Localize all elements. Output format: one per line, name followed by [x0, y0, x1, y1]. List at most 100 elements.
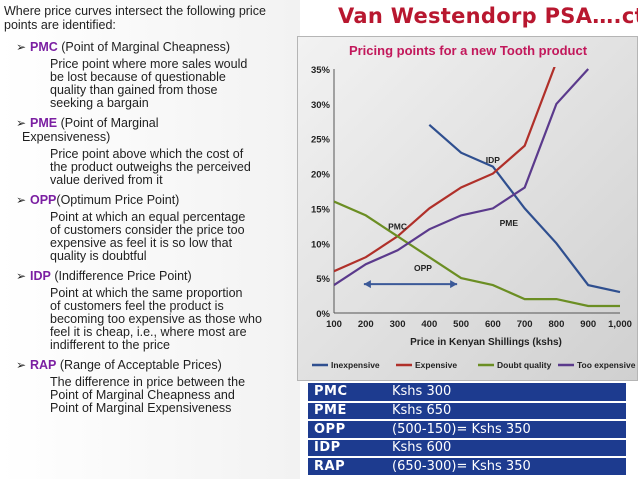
item-rap: ➢ RAP (Range of Acceptable Prices) The di…: [4, 358, 300, 415]
y-tick-label: 0%: [316, 309, 330, 320]
item-abbr: RAP: [30, 358, 57, 372]
y-tick-label: 30%: [311, 100, 331, 111]
desc-line: Point of Marginal Cheapness and: [50, 388, 235, 402]
table-abbr: PME: [308, 401, 386, 421]
legend-label: Too expensive: [577, 360, 636, 370]
annotation-label: IDP: [486, 155, 501, 165]
table-value: (650-300)= Kshs 350: [386, 457, 626, 477]
arrow-bullet-icon: ➢: [16, 193, 27, 207]
y-tick-label: 15%: [311, 204, 331, 215]
item-head: (Optimum Price Point): [56, 193, 180, 207]
arrow-bullet-icon: ➢: [16, 40, 27, 54]
y-tick-label: 25%: [311, 135, 331, 146]
desc-line: Price point where more sales would: [50, 57, 248, 71]
range-arrow-left-icon: [363, 280, 371, 289]
legend-label: Doubt quality: [497, 360, 552, 370]
x-axis-label: Price in Kenyan Shillings (kshs): [410, 337, 562, 348]
item-abbr: PMC: [30, 40, 58, 54]
desc-line: Point at which the same proportion: [50, 286, 243, 300]
item-desc: Price point above which the cost of the …: [50, 148, 300, 187]
item-head: (Point of Marginal Cheapness): [57, 40, 231, 54]
desc-line: of customers feel the product is: [50, 299, 224, 313]
range-arrow-right-icon: [450, 280, 458, 289]
item-pmc: ➢ PMC (Point of Marginal Cheapness) Price…: [4, 40, 300, 110]
legend-label: Inexpensive: [331, 360, 380, 370]
x-tick-label: 900: [580, 319, 596, 330]
series-line-expensive: [334, 67, 556, 273]
item-opp: ➢ OPP(Optimum Price Point) Point at which…: [4, 193, 300, 263]
desc-line: The difference in price between the: [50, 375, 246, 389]
item-abbr: IDP: [30, 269, 51, 283]
arrow-bullet-icon: ➢: [16, 269, 27, 283]
x-tick-label: 400: [421, 319, 437, 330]
item-head: (Indifference Price Point): [50, 269, 192, 283]
summary-table: PMC Kshs 300 PME Kshs 650 OPP (500-150)= Kshs…: [308, 383, 626, 479]
desc-line: indifferent to the price: [50, 338, 170, 352]
table-value: Kshs 650: [386, 401, 626, 421]
desc-line: seeking a bargain: [50, 96, 149, 110]
table-row: PME Kshs 650: [308, 401, 626, 421]
chart-title: Pricing points for a new Tooth product: [349, 43, 588, 58]
intro-text: Where price curves intersect the followi…: [4, 4, 266, 32]
table-value: Kshs 600: [386, 438, 626, 458]
arrow-bullet-icon: ➢: [16, 116, 27, 130]
item-head: (Range of Acceptable Prices): [56, 358, 222, 372]
series-line-inexpensive: [428, 123, 621, 294]
desc-line: be lost because of questionable: [50, 70, 226, 84]
x-tick-label: 100: [326, 319, 342, 330]
item-desc: Point at which the same proportion of cu…: [50, 287, 300, 352]
annotation-label: PMC: [388, 221, 407, 231]
annotation-label: OPP: [414, 263, 432, 273]
table-row: RAP (650-300)= Kshs 350: [308, 457, 626, 477]
table-abbr: PMC: [308, 383, 386, 403]
item-desc: Point at which an equal percentage of cu…: [50, 211, 300, 263]
x-tick-label: 500: [453, 319, 469, 330]
desc-line: Price point above which the cost of: [50, 147, 244, 161]
desc-line: value derived from it: [50, 173, 163, 187]
table-row: PMC Kshs 300: [308, 383, 626, 403]
desc-line: of customers consider the price too: [50, 223, 245, 237]
item-head-line2: Expensiveness): [22, 130, 111, 144]
desc-line: Point at which an equal percentage: [50, 210, 246, 224]
item-abbr: PME: [30, 116, 58, 130]
y-tick-label: 35%: [311, 65, 331, 76]
slide-title: Van Westendorp PSA….ctd.: [338, 4, 638, 28]
item-desc: The difference in price between the Poin…: [50, 376, 300, 415]
item-desc: Price point where more sales would be lo…: [50, 58, 300, 110]
desc-line: becoming too expensive as those who: [50, 312, 262, 326]
item-head: (Point of Marginal: [57, 116, 159, 130]
table-value: Kshs 300: [386, 383, 626, 403]
x-tick-label: 1,000: [608, 319, 632, 330]
desc-line: expensive as feel it is so low that: [50, 236, 233, 250]
x-tick-label: 300: [390, 319, 406, 330]
legend-label: Expensive: [415, 360, 457, 370]
table-value: (500-150)= Kshs 350: [386, 420, 626, 440]
y-tick-label: 10%: [311, 239, 331, 250]
table-row: OPP (500-150)= Kshs 350: [308, 420, 626, 440]
arrow-bullet-icon: ➢: [16, 358, 27, 372]
desc-line: quality than gained from those: [50, 83, 218, 97]
desc-line: feel it is cheap, i.e., where most are: [50, 325, 247, 339]
item-idp: ➢ IDP (Indifference Price Point) Point at…: [4, 269, 300, 352]
price-sensitivity-chart: Pricing points for a new Tooth product 0%…: [311, 43, 636, 370]
item-pme: ➢ PME (Point of Marginal Expensiveness) Pr…: [4, 116, 300, 187]
chart-panel: Pricing points for a new Tooth product 0%…: [297, 36, 638, 381]
x-tick-label: 800: [549, 319, 565, 330]
y-tick-label: 20%: [311, 170, 331, 181]
x-tick-label: 700: [517, 319, 533, 330]
desc-line: Point of Marginal Expensiveness: [50, 401, 232, 415]
desc-line: quality is doubtful: [50, 249, 147, 263]
table-abbr: IDP: [308, 438, 386, 458]
x-tick-label: 600: [485, 319, 501, 330]
table-abbr: OPP: [308, 420, 386, 440]
annotation-label: PME: [500, 218, 519, 228]
x-tick-label: 200: [358, 319, 374, 330]
text-column: Where price curves intersect the followi…: [0, 0, 300, 479]
series-line-too-expensive: [334, 68, 590, 287]
table-abbr: RAP: [308, 457, 386, 477]
price-point-list: ➢ PMC (Point of Marginal Cheapness) Price…: [4, 38, 300, 421]
y-tick-label: 5%: [316, 274, 330, 285]
item-abbr: OPP: [30, 193, 57, 207]
series-line-doubt-quality: [334, 200, 620, 308]
desc-line: the product outweighs the perceived: [50, 160, 251, 174]
